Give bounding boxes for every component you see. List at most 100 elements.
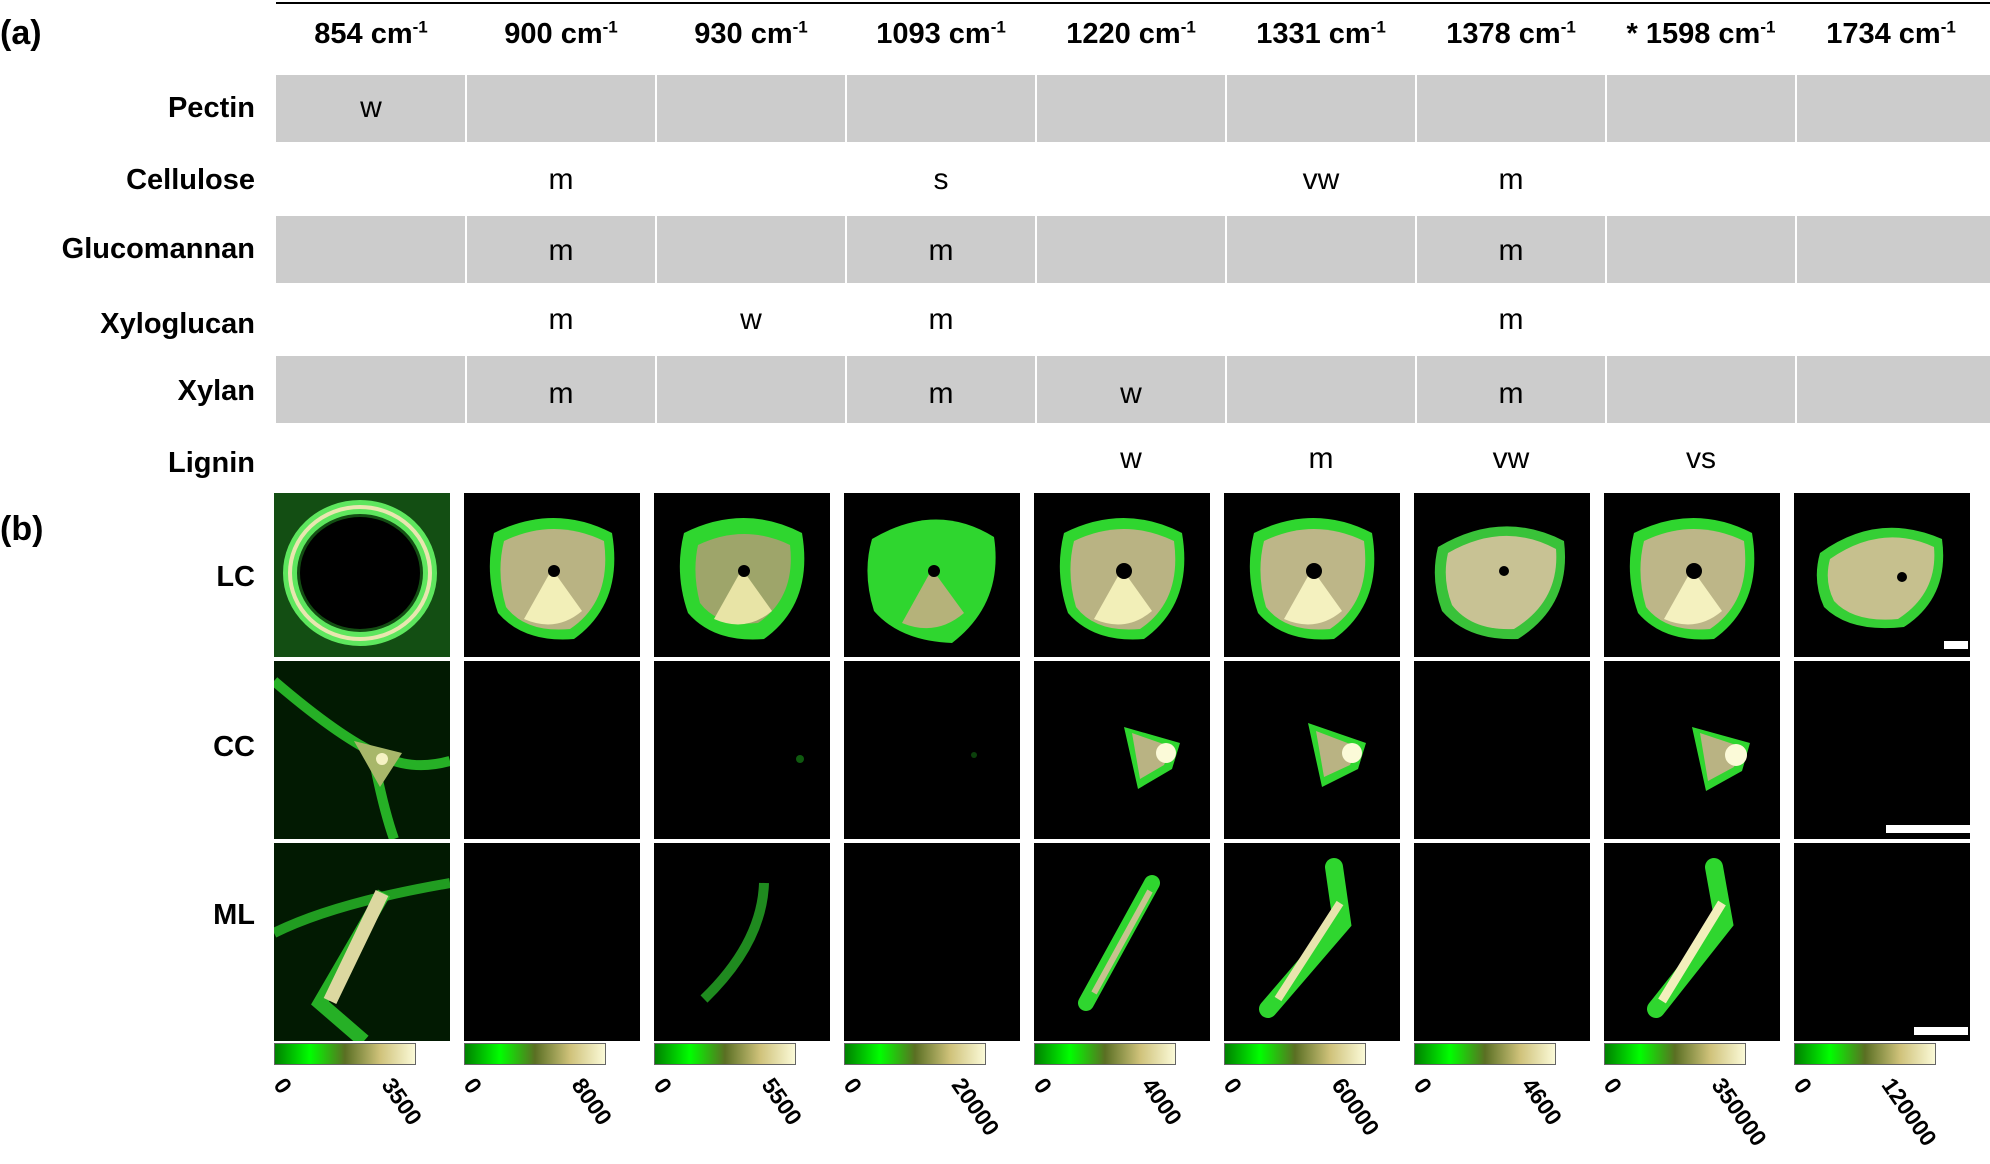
colorbar [1034, 1043, 1176, 1065]
table-cell: vw [1302, 163, 1340, 196]
band-separator [845, 356, 847, 423]
colorbar [464, 1043, 606, 1065]
raman-map-cc-854 [274, 661, 450, 839]
table-cell: m [928, 234, 954, 267]
column-header: * 1598 cm-1 [1606, 18, 1796, 51]
raman-map-lc-854 [274, 493, 450, 657]
raman-map-cc-1220 [1034, 661, 1210, 839]
table-cell: m [548, 377, 574, 410]
raman-map-ml-1220 [1034, 843, 1210, 1041]
table-cell: w [1120, 442, 1142, 475]
raman-map-ml-854 [274, 843, 450, 1041]
raman-map-lc-1093 [844, 493, 1020, 657]
table-cell: m [928, 303, 954, 336]
panel-b-label: (b) [0, 510, 44, 548]
colorbar [1224, 1043, 1366, 1065]
band-separator [845, 75, 847, 142]
band-separator [1035, 75, 1037, 142]
table-cell: m [1498, 303, 1524, 336]
raman-map-lc-1331 [1224, 493, 1400, 657]
colorbar [1414, 1043, 1556, 1065]
scale-bar [1886, 825, 1970, 833]
table-cell: m [1308, 442, 1334, 475]
raman-map-cc-900 [464, 661, 640, 839]
table-cell: m [928, 377, 954, 410]
column-header: 900 cm-1 [466, 18, 656, 51]
wavenumber-text: 1093 cm [876, 18, 991, 50]
colorbar-min-label: 0 [1598, 1073, 1628, 1099]
column-header: 1734 cm-1 [1796, 18, 1986, 51]
raman-map-ml-1378 [1414, 843, 1590, 1041]
raman-map-cc-930 [654, 661, 830, 839]
colorbar-min-label: 0 [1218, 1073, 1248, 1099]
table-band-pectin [276, 75, 1990, 142]
colorbar [1794, 1043, 1936, 1065]
band-separator [465, 75, 467, 142]
table-cell: vs [1686, 442, 1716, 475]
raman-map-lc-1378 [1414, 493, 1590, 657]
band-separator [1035, 356, 1037, 423]
raman-map-ml-1598 [1604, 843, 1780, 1041]
scale-bar [1914, 1027, 1968, 1035]
unit-exponent: -1 [1560, 17, 1576, 37]
band-separator [1605, 216, 1607, 283]
raman-map-ml-930 [654, 843, 830, 1041]
band-separator [465, 216, 467, 283]
colorbar [844, 1043, 986, 1065]
colorbar-min-label: 0 [838, 1073, 868, 1099]
wavenumber-text: 900 cm [504, 18, 603, 50]
band-separator [1605, 75, 1607, 142]
band-separator [465, 356, 467, 423]
unit-exponent: -1 [792, 17, 808, 37]
row-label-xylan: Xylan [177, 375, 255, 407]
panel-a-label: (a) [0, 14, 42, 52]
raman-map-cc-1378 [1414, 661, 1590, 839]
unit-exponent: -1 [1760, 17, 1776, 37]
colorbar-min-label: 0 [1788, 1073, 1818, 1099]
wavenumber-text: * 1598 cm [1626, 18, 1761, 50]
table-cell: m [1498, 234, 1524, 267]
column-header: 1331 cm-1 [1226, 18, 1416, 51]
band-separator [1035, 216, 1037, 283]
band-separator [1605, 356, 1607, 423]
band-separator [1225, 75, 1227, 142]
band-separator [655, 75, 657, 142]
raman-map-lc-1598 [1604, 493, 1780, 657]
colorbar-min-label: 0 [458, 1073, 488, 1099]
band-separator [1795, 216, 1797, 283]
band-separator [1415, 216, 1417, 283]
row-label-xyloglucan: Xyloglucan [100, 308, 255, 340]
raman-map-ml-1734 [1794, 843, 1970, 1041]
colorbar-min-label: 0 [1408, 1073, 1438, 1099]
column-header: 1093 cm-1 [846, 18, 1036, 51]
band-separator [845, 216, 847, 283]
wavenumber-text: 1331 cm [1256, 18, 1371, 50]
unit-exponent: -1 [1370, 17, 1386, 37]
raman-map-lc-900 [464, 493, 640, 657]
raman-map-lc-930 [654, 493, 830, 657]
colorbar-max-label: 60000 [1326, 1073, 1385, 1141]
band-separator [655, 216, 657, 283]
colorbar-min-label: 0 [268, 1073, 298, 1099]
image-row-label-cc: CC [213, 731, 255, 763]
raman-map-cc-1598 [1604, 661, 1780, 839]
unit-exponent: -1 [602, 17, 618, 37]
colorbar-max-label: 20000 [946, 1073, 1005, 1141]
table-cell: m [1498, 377, 1524, 410]
unit-exponent: -1 [990, 17, 1006, 37]
table-band-xylan [276, 356, 1990, 423]
colorbar-max-label: 4000 [1136, 1073, 1188, 1130]
colorbar [654, 1043, 796, 1065]
band-separator [1415, 75, 1417, 142]
raman-map-lc-1734 [1794, 493, 1970, 657]
wavenumber-text: 854 cm [314, 18, 413, 50]
row-label-pectin: Pectin [167, 92, 255, 124]
colorbar-max-label: 350000 [1706, 1073, 1773, 1151]
table-cell: s [933, 163, 949, 196]
colorbar-max-label: 8000 [566, 1073, 618, 1130]
wavenumber-text: 1378 cm [1446, 18, 1561, 50]
image-row-label-lc: LC [216, 561, 255, 593]
table-cell: w [740, 303, 762, 336]
table-cell: vw [1492, 442, 1530, 475]
raman-map-cc-1093 [844, 661, 1020, 839]
